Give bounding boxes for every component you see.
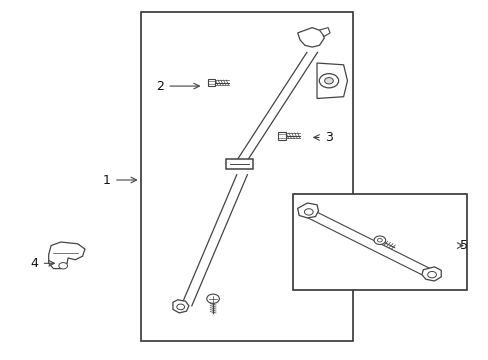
Polygon shape	[297, 28, 324, 47]
Text: 2: 2	[156, 80, 163, 93]
Bar	[292, 194, 466, 290]
Circle shape	[59, 262, 67, 269]
Text: 4: 4	[30, 257, 38, 270]
Polygon shape	[49, 242, 85, 269]
Polygon shape	[173, 300, 188, 313]
Bar	[278, 132, 285, 140]
Text: 5: 5	[460, 239, 468, 252]
Bar	[208, 79, 215, 86]
Polygon shape	[319, 28, 329, 36]
Text: 3: 3	[325, 131, 332, 144]
Circle shape	[427, 271, 435, 278]
Circle shape	[177, 304, 184, 310]
Polygon shape	[421, 267, 440, 281]
Circle shape	[206, 294, 219, 303]
Circle shape	[377, 238, 382, 242]
Polygon shape	[297, 203, 318, 218]
Text: 1: 1	[102, 174, 110, 186]
Circle shape	[324, 77, 333, 84]
Circle shape	[304, 209, 312, 215]
Circle shape	[373, 236, 385, 244]
Circle shape	[319, 74, 338, 88]
Polygon shape	[316, 63, 347, 99]
Bar	[140, 12, 352, 341]
Bar	[226, 159, 252, 169]
